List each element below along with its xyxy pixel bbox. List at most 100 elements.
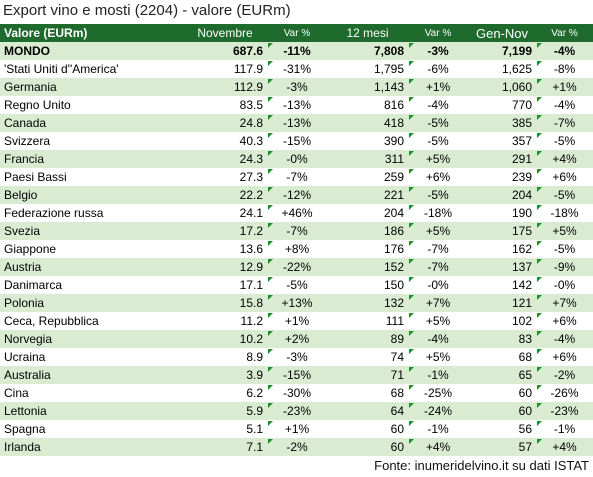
cell-gen-nov-var: -5% [536, 132, 593, 150]
cell-12-months-var: -18% [408, 204, 468, 222]
cell-12-months-var: -6% [408, 60, 468, 78]
cell-november-var: -3% [267, 78, 327, 96]
table-row-world: MONDO 687.6 -11% 7,808 -3% 7,199 -4% [0, 42, 593, 60]
cell-country: Svizzera [4, 134, 51, 148]
cell-12-months: 132 [383, 296, 404, 310]
table-row: Canada 24.8 -13% 418 -5% 385 -7% [0, 114, 593, 132]
table-row: Australia 3.9 -15% 71 -1% 65 -2% [0, 366, 593, 384]
cell-12-months: 221 [383, 188, 404, 202]
export-table: Valore (EURm) Novembre Var % 12 mesi Var… [0, 24, 593, 456]
cell-12-months: 74 [390, 350, 404, 364]
cell-november: 687.6 [232, 44, 263, 58]
cell-gen-nov: 385 [511, 116, 532, 130]
cell-gen-nov: 162 [511, 242, 532, 256]
cell-gen-nov: 142 [511, 278, 532, 292]
cell-november: 112.9 [233, 80, 263, 94]
cell-gen-nov-var: -5% [536, 186, 593, 204]
cell-november-var: -15% [267, 132, 327, 150]
cell-country: Australia [4, 368, 51, 382]
cell-country: Francia [4, 152, 45, 166]
cell-12-months: 60 [390, 422, 404, 436]
cell-november-var: +8% [267, 240, 327, 258]
cell-country: Spagna [4, 422, 46, 436]
table-row: 'Stati Uniti d''America' 117.9 -31% 1,795 -6… [0, 60, 593, 78]
cell-november-var: -12% [267, 186, 327, 204]
cell-november-var: -15% [267, 366, 327, 384]
cell-12-months-var: +5% [408, 150, 468, 168]
cell-gen-nov-var: +5% [536, 222, 593, 240]
table-row: Giappone 13.6 +8% 176 -7% 162 -5% [0, 240, 593, 258]
table-row: Francia 24.3 -0% 311 +5% 291 +4% [0, 150, 593, 168]
header-12m-var: Var % [424, 27, 452, 39]
cell-gen-nov-var: -5% [536, 240, 593, 258]
cell-gen-nov: 357 [511, 134, 532, 148]
cell-12-months-var: -25% [408, 384, 468, 402]
cell-november: 17.1 [239, 278, 263, 292]
cell-country: Polonia [4, 296, 45, 310]
cell-november-var: -7% [267, 168, 327, 186]
cell-12-months: 311 [384, 152, 404, 166]
table-row: Ucraina 8.9 -3% 74 +5% 68 +6% [0, 348, 593, 366]
cell-gen-nov: 60 [518, 386, 532, 400]
cell-12-months-var: -4% [408, 96, 468, 114]
cell-november: 10.2 [239, 332, 263, 346]
table-row: Polonia 15.8 +13% 132 +7% 121 +7% [0, 294, 593, 312]
table-row: Germania 112.9 -3% 1,143 +1% 1,060 +1% [0, 78, 593, 96]
table-row: Danimarca 17.1 -5% 150 -0% 142 -0% [0, 276, 593, 294]
cell-november: 3.9 [246, 368, 263, 382]
cell-12-months: 418 [383, 116, 404, 130]
cell-november: 117.9 [233, 62, 263, 76]
cell-12-months-var: -5% [408, 114, 468, 132]
cell-november-var: -3% [267, 348, 327, 366]
cell-november: 40.3 [239, 134, 263, 148]
header-nov: Novembre [197, 26, 253, 40]
cell-gen-nov: 57 [518, 440, 532, 454]
header-country: Valore (EURm) [4, 26, 88, 40]
cell-country: Giappone [4, 242, 57, 256]
cell-12-months: 152 [383, 260, 404, 274]
header-ytd: Gen-Nov [475, 25, 529, 41]
cell-gen-nov: 175 [511, 224, 532, 238]
cell-country: Austria [4, 260, 42, 274]
cell-12-months-var: -3% [408, 42, 468, 60]
cell-november: 83.5 [239, 98, 263, 112]
cell-12-months: 68 [390, 386, 404, 400]
cell-november-var: +1% [267, 312, 327, 330]
cell-november: 5.1 [246, 422, 263, 436]
cell-12-months: 111 [385, 314, 404, 328]
table-title: Export vino e mosti (2204) - valore (EUR… [3, 2, 291, 19]
cell-country: Danimarca [4, 278, 63, 292]
cell-country: 'Stati Uniti d''America' [4, 62, 119, 76]
cell-gen-nov: 102 [511, 314, 532, 328]
cell-12-months-var: -1% [408, 366, 468, 384]
cell-country: Irlanda [4, 440, 41, 454]
cell-12-months: 150 [383, 278, 404, 292]
cell-gen-nov-var: +1% [536, 78, 593, 96]
cell-gen-nov-var: -4% [536, 96, 593, 114]
cell-country: Germania [4, 80, 57, 94]
cell-november: 7.1 [246, 440, 263, 454]
cell-12-months: 64 [390, 404, 404, 418]
cell-country: Federazione russa [4, 206, 104, 220]
cell-november: 13.6 [239, 242, 263, 256]
cell-country: Svezia [4, 224, 41, 238]
header-ytd-var: Var % [551, 27, 578, 39]
cell-november-var: -22% [267, 258, 327, 276]
cell-november: 17.2 [239, 224, 263, 238]
cell-gen-nov: 190 [511, 206, 532, 220]
cell-12-months-var: -4% [408, 330, 468, 348]
cell-november-var: +2% [267, 330, 327, 348]
cell-november: 8.9 [246, 350, 263, 364]
header-12m: 12 mesi [346, 26, 389, 40]
cell-november-var: -13% [267, 114, 327, 132]
cell-november-var: -2% [267, 438, 327, 456]
table-row: Lettonia 5.9 -23% 64 -24% 60 -23% [0, 402, 593, 420]
cell-gen-nov-var: -2% [536, 366, 593, 384]
cell-gen-nov-var: -9% [536, 258, 593, 276]
cell-november-var: -5% [267, 276, 327, 294]
cell-12-months-var: +7% [408, 294, 468, 312]
header-row: Valore (EURm) Novembre Var % 12 mesi Var… [0, 24, 593, 42]
cell-gen-nov-var: -1% [536, 420, 593, 438]
table-row: Svezia 17.2 -7% 186 +5% 175 +5% [0, 222, 593, 240]
cell-gen-nov-var: -7% [536, 114, 593, 132]
